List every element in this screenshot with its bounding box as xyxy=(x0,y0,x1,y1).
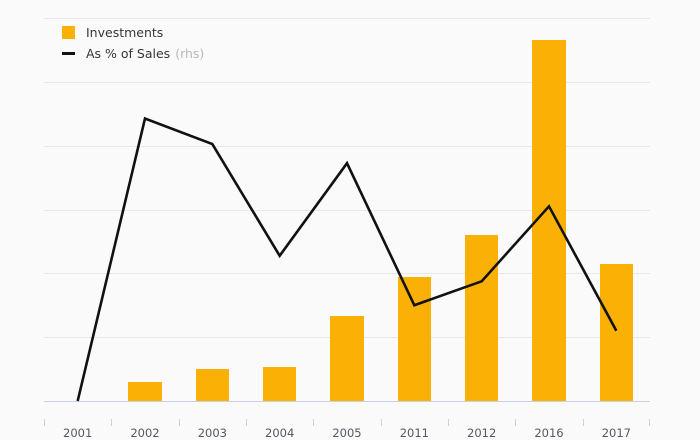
bar-2016[interactable] xyxy=(532,39,566,401)
legend-item-investments: Investments xyxy=(62,22,204,43)
x-axis-tick-mark xyxy=(246,419,247,426)
chart-legend: Investments As % of Sales (rhs) xyxy=(62,22,204,64)
x-axis-tick-mark xyxy=(515,419,517,426)
bar-2017[interactable] xyxy=(599,263,634,401)
x-axis-tick-mark xyxy=(582,419,584,426)
bar-2002[interactable] xyxy=(128,381,162,401)
gridline xyxy=(44,401,650,402)
gridline xyxy=(44,18,650,19)
bar-2011[interactable] xyxy=(397,277,432,401)
bar-2012[interactable] xyxy=(464,235,499,401)
x-axis-tick-mark xyxy=(44,419,45,426)
plot-area: 00%804%1608%24012%32016%40020%48024%2001… xyxy=(44,18,650,440)
bar-2004[interactable] xyxy=(262,366,297,401)
x-axis-tick-label-2003: 2003 xyxy=(197,426,227,440)
legend-label-investments: Investments xyxy=(86,25,164,40)
x-axis-tick-label-2004: 2004 xyxy=(265,426,295,440)
x-axis-tick-mark xyxy=(178,419,180,426)
legend-swatch-icon xyxy=(62,26,75,39)
x-axis-tick-label-2005: 2005 xyxy=(332,426,362,440)
legend-item-as-percent-of-sales: As % of Sales (rhs) xyxy=(62,43,204,64)
x-axis-tick-label-2002: 2002 xyxy=(130,426,160,440)
x-axis-tick-mark xyxy=(649,419,650,426)
legend-label-as-percent-of-sales: As % of Sales xyxy=(86,46,171,61)
x-axis-tick-mark xyxy=(448,419,449,426)
x-axis-tick-label-2012: 2012 xyxy=(467,426,497,440)
gridline xyxy=(44,81,650,83)
x-axis-tick-mark xyxy=(380,419,382,426)
legend-line-icon xyxy=(62,52,75,55)
bar-2003[interactable] xyxy=(195,369,230,401)
x-axis-tick-label-2011: 2011 xyxy=(399,426,429,440)
x-axis-tick-mark xyxy=(111,419,113,426)
legend-sublabel-rhs: (rhs) xyxy=(175,46,205,61)
x-axis-tick-label-2016: 2016 xyxy=(534,426,564,440)
x-axis-tick-label-2001: 2001 xyxy=(63,426,93,440)
bar-2005[interactable] xyxy=(330,316,364,401)
x-axis-tick-mark xyxy=(313,419,315,426)
x-axis-tick-label-2017: 2017 xyxy=(601,426,631,440)
